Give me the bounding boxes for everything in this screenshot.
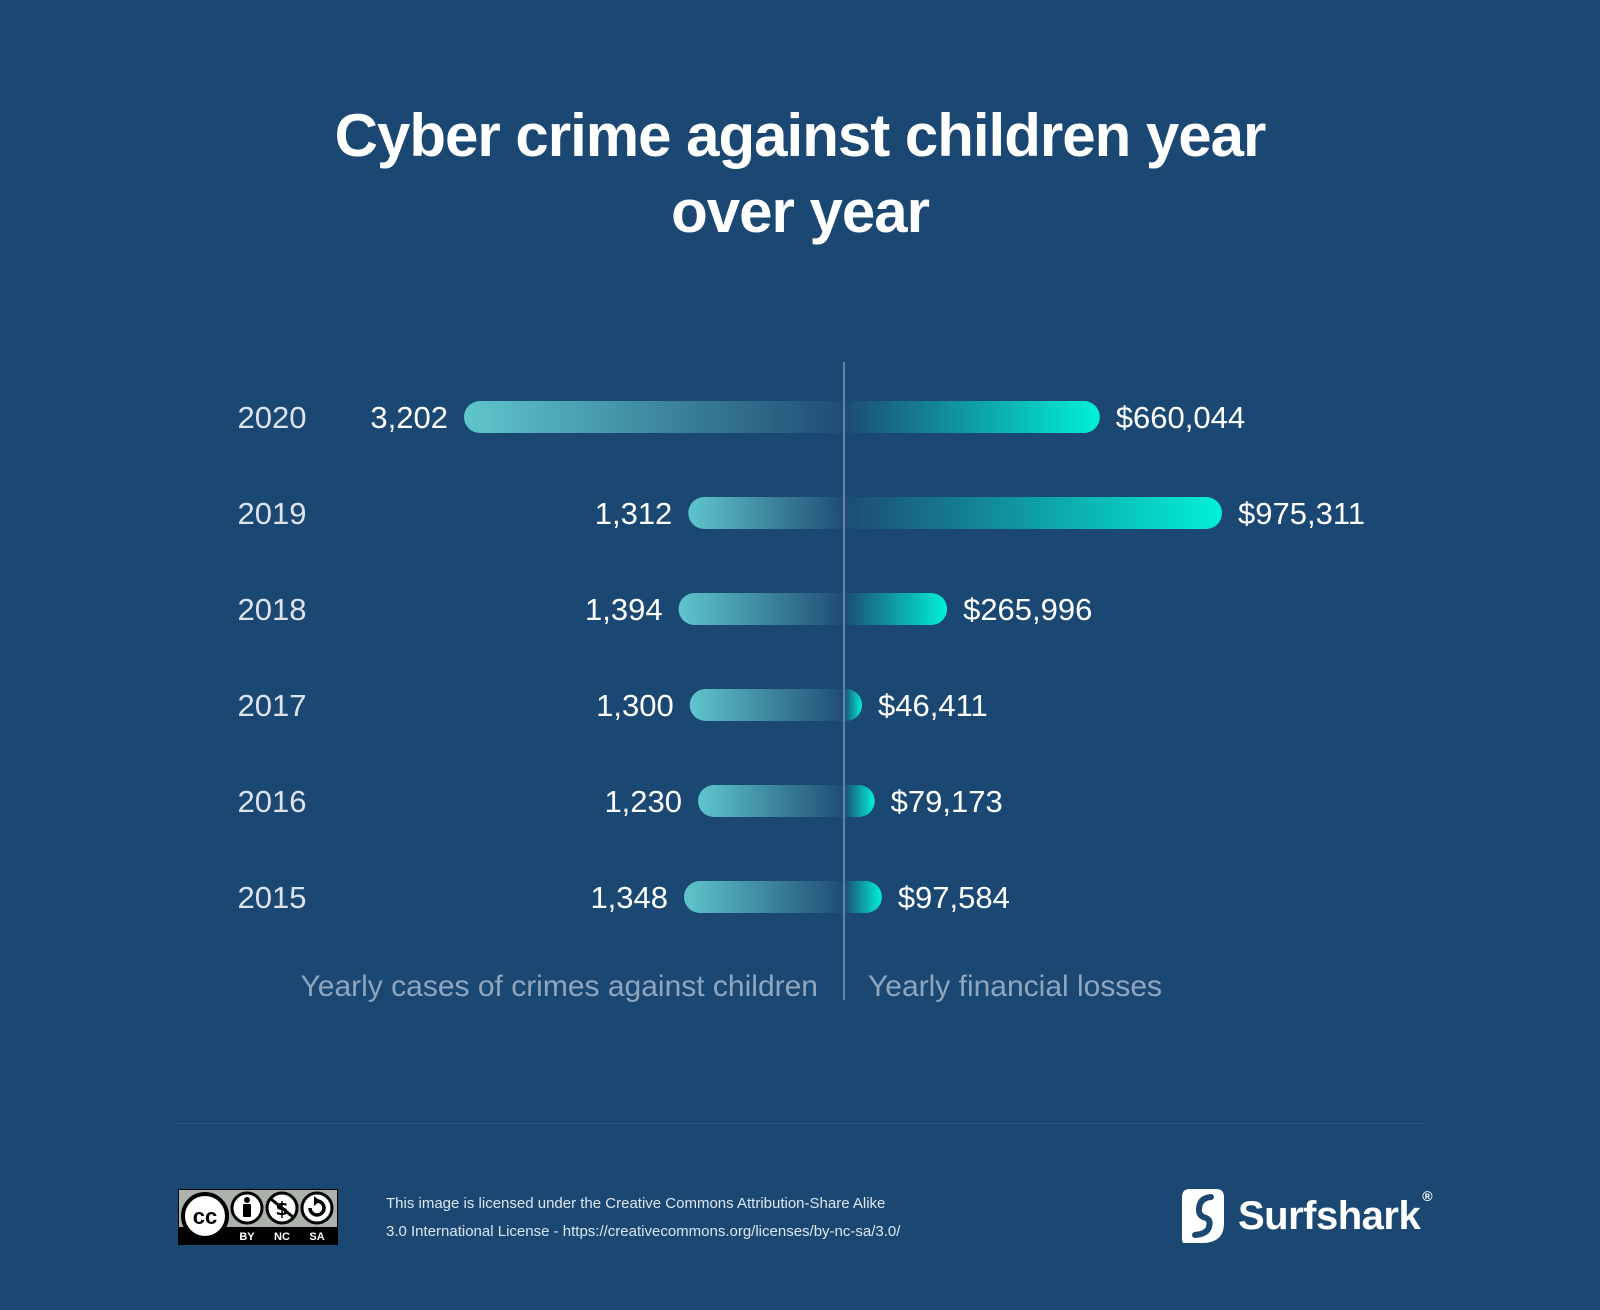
losses-bar-2019	[844, 497, 1222, 529]
cases-bar-2017	[689, 689, 844, 721]
cases-bar-2015	[684, 881, 844, 913]
losses-bar-2016	[844, 785, 875, 817]
losses-value-2016: $79,173	[891, 784, 1003, 819]
chart-labels: 2020 3,202 $660,044 2019 1,312 $975,311 2018 1,…	[238, 400, 1365, 915]
year-label-2017: 2017	[238, 688, 307, 723]
cases-value-2020: 3,202	[370, 400, 448, 435]
cases-bar-2020	[464, 401, 844, 433]
diverging-bar-chart: 2020 3,202 $660,044 2019 1,312 $975,311 2018 1,…	[238, 362, 1365, 1003]
cc-nc-label: NC	[274, 1231, 290, 1243]
year-label-2016: 2016	[238, 784, 307, 819]
losses-value-2019: $975,311	[1238, 496, 1365, 531]
cases-bars	[464, 401, 844, 913]
cases-bar-2019	[688, 497, 844, 529]
losses-bar-2018	[844, 593, 948, 625]
legend-cases: Yearly cases of crimes against children	[301, 970, 818, 1003]
creative-commons-badge-icon: cc $ BY NC SA	[178, 1189, 338, 1245]
brand-name: Surfshark ®	[1238, 1187, 1433, 1238]
losses-bar-2020	[844, 401, 1100, 433]
losses-bars	[844, 401, 1222, 913]
cc-sa-label: SA	[309, 1231, 324, 1243]
license-text: This image is licensed under the Creativ…	[386, 1190, 1006, 1246]
cases-value-2018: 1,394	[585, 592, 663, 627]
chart-title: Cyber crime against children year over y…	[200, 98, 1400, 250]
year-label-2020: 2020	[238, 400, 307, 435]
license-line-2[interactable]: 3.0 International License - https://crea…	[386, 1223, 901, 1240]
legend-losses: Yearly financial losses	[868, 970, 1162, 1003]
cc-by-label: BY	[239, 1231, 255, 1243]
losses-value-2020: $660,044	[1116, 400, 1245, 435]
losses-value-2018: $265,996	[963, 592, 1092, 627]
cases-value-2015: 1,348	[590, 880, 668, 915]
losses-bar-2015	[844, 881, 882, 913]
footer-divider	[178, 1123, 1422, 1124]
cases-bar-2018	[678, 593, 844, 625]
year-label-2019: 2019	[238, 496, 307, 531]
year-label-2015: 2015	[238, 880, 307, 915]
year-label-2018: 2018	[238, 592, 307, 627]
cases-value-2016: 1,230	[604, 784, 682, 819]
surfshark-logo: Surfshark ®	[1180, 1186, 1433, 1246]
cc-logo-text: cc	[193, 1204, 217, 1229]
title-line-2: over year	[671, 178, 930, 245]
losses-value-2017: $46,411	[878, 688, 988, 723]
cases-value-2019: 1,312	[595, 496, 673, 531]
surfshark-shark-icon	[1182, 1189, 1224, 1243]
cases-bar-2016	[698, 785, 844, 817]
title-line-1: Cyber crime against children year	[334, 102, 1267, 169]
losses-bar-2017	[844, 689, 862, 721]
license-line-1: This image is licensed under the Creativ…	[386, 1195, 886, 1212]
cases-value-2017: 1,300	[596, 688, 674, 723]
losses-value-2015: $97,584	[898, 880, 1010, 915]
